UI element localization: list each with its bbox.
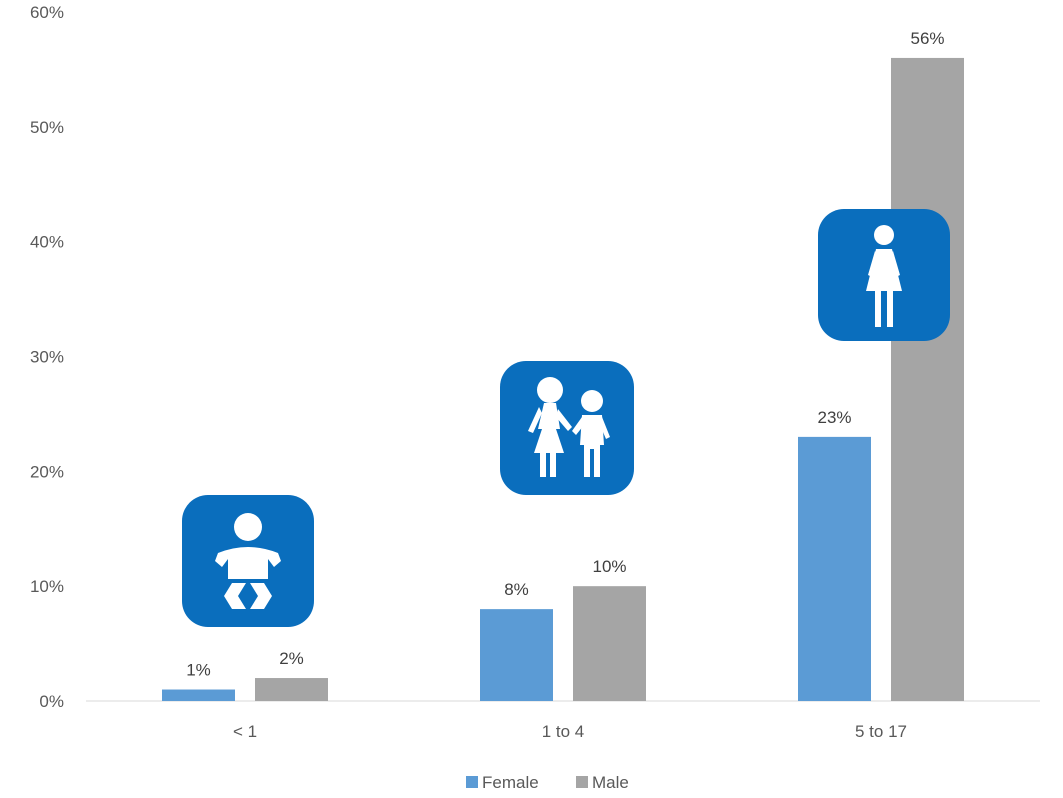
x-axis-ticks: < 1 1 to 4 5 to 17 (233, 722, 907, 741)
girl-icon (818, 209, 950, 341)
data-labels: 1% 8% 23% 2% 10% 56% (186, 29, 944, 680)
children-icon (500, 361, 634, 495)
y-tick-label: 20% (30, 462, 64, 481)
x-tick-label: 5 to 17 (855, 722, 907, 741)
data-label: 56% (910, 29, 944, 48)
bar-female (798, 436, 871, 701)
y-tick-label: 0% (39, 692, 64, 711)
data-label: 2% (279, 649, 304, 668)
y-tick-label: 60% (30, 3, 64, 22)
data-label: 23% (817, 408, 851, 427)
data-label: 10% (592, 557, 626, 576)
legend: Female Male (466, 773, 629, 792)
y-tick-label: 40% (30, 233, 64, 252)
x-tick-label: < 1 (233, 722, 257, 741)
y-axis-ticks: 0% 10% 20% 30% 40% 50% 60% (30, 3, 64, 711)
bar-male (573, 586, 646, 701)
bar-male (255, 678, 328, 701)
y-tick-label: 30% (30, 348, 64, 367)
legend-swatch-female (466, 776, 478, 788)
legend-label-male: Male (592, 773, 629, 792)
x-tick-label: 1 to 4 (542, 722, 585, 741)
legend-label-female: Female (482, 773, 539, 792)
baby-icon (182, 495, 314, 627)
data-label: 1% (186, 661, 211, 680)
bar-female (162, 689, 235, 701)
y-tick-label: 50% (30, 118, 64, 137)
y-tick-label: 10% (30, 577, 64, 596)
bar-female (480, 609, 553, 701)
bar-male (891, 57, 964, 701)
data-label: 8% (504, 580, 529, 599)
legend-swatch-male (576, 776, 588, 788)
bars (162, 57, 964, 701)
